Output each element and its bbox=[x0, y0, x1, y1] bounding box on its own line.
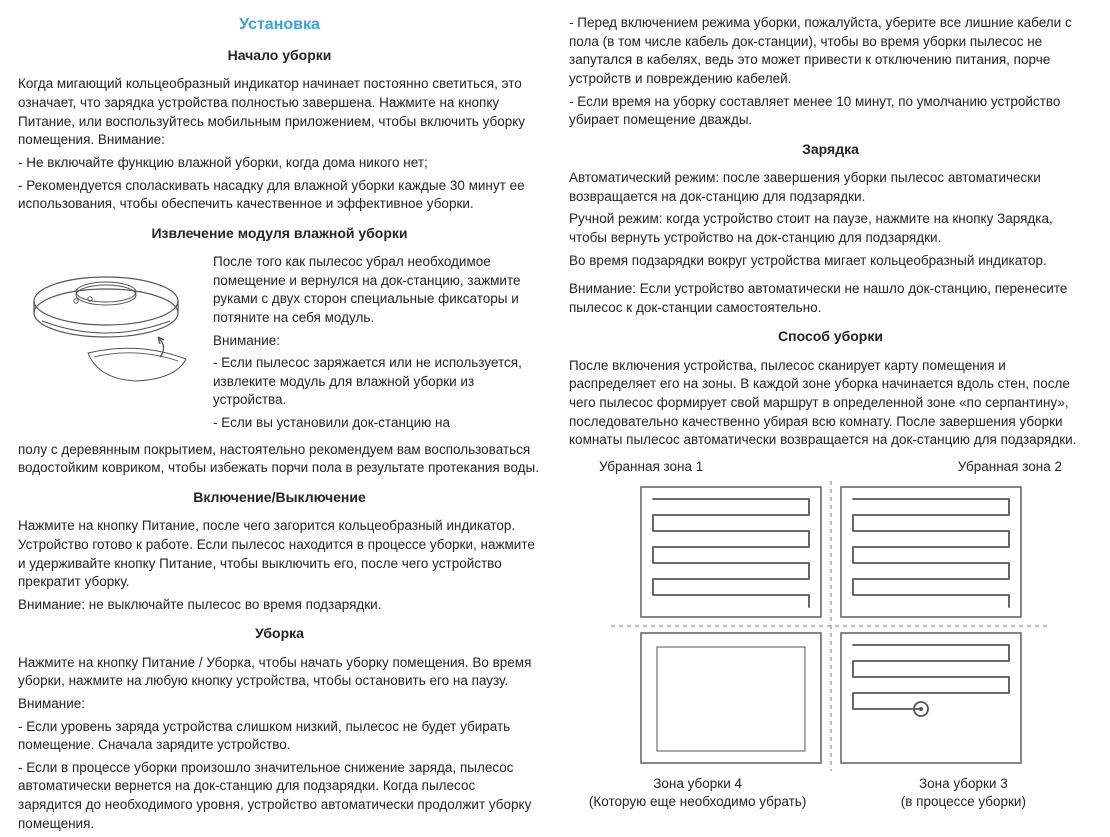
page-title: Установка bbox=[18, 14, 541, 36]
paragraph: Ручной режим: когда устройство стоит на … bbox=[569, 210, 1092, 247]
section-extract-module: Извлечение модуля влажной уборки bbox=[18, 224, 541, 243]
bullet: - Если в процессе уборки произошло значи… bbox=[18, 759, 541, 834]
section-cleaning: Уборка bbox=[18, 624, 541, 643]
zone-diagram-wrapper: Убранная зона 1 Убранная зона 2 bbox=[569, 458, 1092, 812]
paragraph: Внимание: bbox=[18, 695, 541, 714]
paragraph: Автоматический режим: после завершения у… bbox=[569, 169, 1092, 206]
bullet: - Если время на уборку составляет менее … bbox=[569, 93, 1092, 130]
paragraph: Нажмите на кнопку Питание / Уборка, чтоб… bbox=[18, 654, 541, 691]
paragraph: Внимание: не выключайте пылесос во время… bbox=[18, 596, 541, 615]
zone-label: Убранная зона 1 bbox=[599, 458, 703, 477]
section-charging: Зарядка bbox=[569, 140, 1092, 159]
zone-label: Зона уборки 4 bbox=[575, 775, 820, 794]
section-cleaning-method: Способ уборки bbox=[569, 327, 1092, 346]
zone-label: Убранная зона 2 bbox=[958, 458, 1062, 477]
paragraph: После включения устройства, пылесос скан… bbox=[569, 357, 1092, 450]
right-column: - Перед включением режима уборки, пожалу… bbox=[569, 14, 1092, 837]
zone-label: Зона уборки 3 bbox=[841, 775, 1086, 794]
paragraph: Когда мигающий кольцеобразный индикатор … bbox=[18, 75, 541, 150]
bullet: - Рекомендуется споласкивать насадку для… bbox=[18, 177, 541, 214]
bullet: - Не включайте функцию влажной уборки, к… bbox=[18, 154, 541, 173]
zone-sublabel: (в процессе уборки) bbox=[841, 793, 1086, 812]
bullet: - Перед включением режима уборки, пожалу… bbox=[569, 14, 1092, 89]
paragraph: Нажмите на кнопку Питание, после чего за… bbox=[18, 517, 541, 592]
paragraph: Во время подзарядки вокруг устройства ми… bbox=[569, 252, 1092, 271]
bullet: полу с деревянным покрытием, настоятельн… bbox=[18, 441, 541, 478]
zone-sublabel: (Которую еще необходимо убрать) bbox=[575, 793, 820, 812]
bullet: - Если пылесос заряжается или не использ… bbox=[213, 354, 541, 410]
section-power: Включение/Выключение bbox=[18, 488, 541, 507]
section-start-cleaning: Начало уборки bbox=[18, 46, 541, 65]
zone-diagram bbox=[569, 481, 1092, 771]
left-column: Установка Начало уборки Когда мигающий к… bbox=[18, 14, 541, 837]
bullet: - Если вы установили док-станцию на bbox=[213, 414, 541, 433]
paragraph: После того как пылесос убрал необходимое… bbox=[213, 253, 541, 328]
paragraph: Внимание: bbox=[213, 332, 541, 351]
robot-vacuum-illustration bbox=[18, 253, 203, 409]
paragraph: Внимание: Если устройство автоматически … bbox=[569, 280, 1092, 317]
bullet: - Если уровень заряда устройства слишком… bbox=[18, 718, 541, 755]
